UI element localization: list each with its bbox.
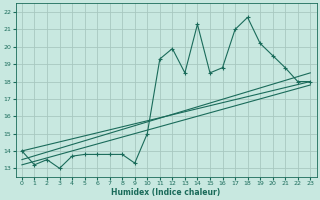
X-axis label: Humidex (Indice chaleur): Humidex (Indice chaleur)	[111, 188, 221, 197]
